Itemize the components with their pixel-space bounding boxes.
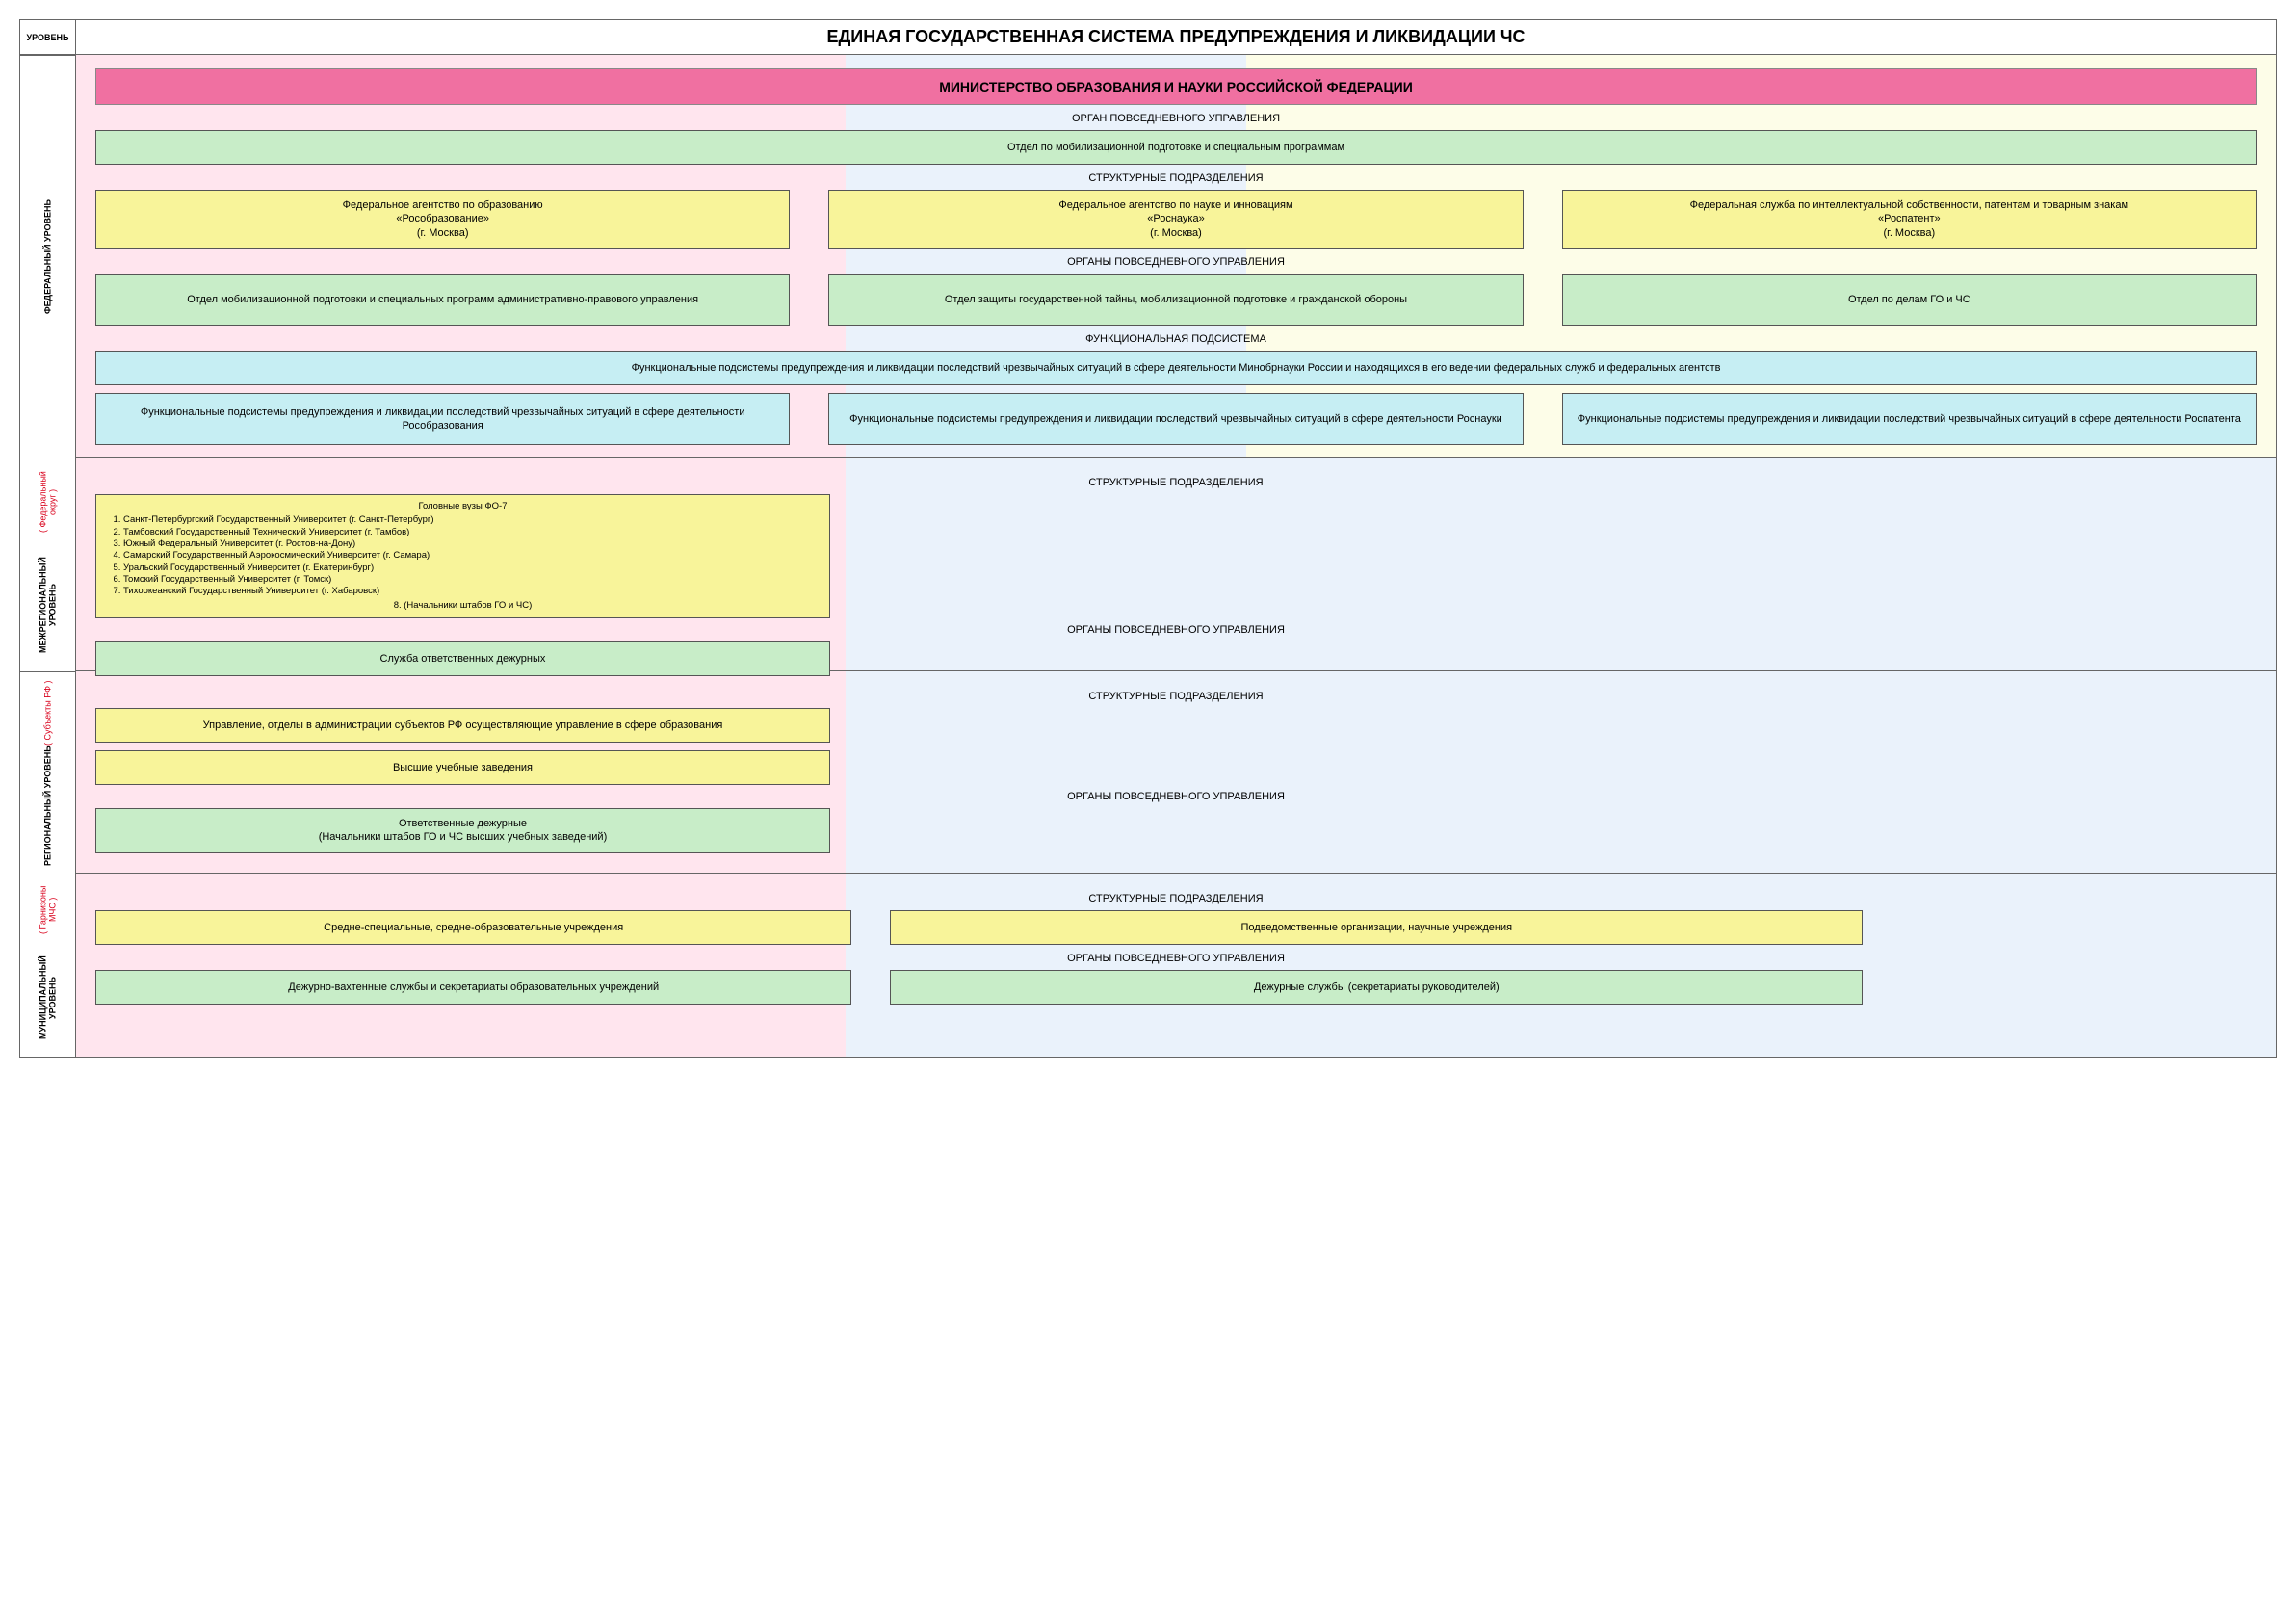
level-municipal-text: МУНИЦИПАЛЬНЫЙ УРОВЕНЬ bbox=[39, 942, 58, 1053]
levels-column: ФЕДЕРАЛЬНЫЙ УРОВЕНЬ МЕЖРЕГИОНАЛЬНЫЙ УРОВ… bbox=[20, 55, 76, 1057]
content-column: МИНИСТЕРСТВО ОБРАЗОВАНИЯ И НАУКИ РОССИЙС… bbox=[76, 55, 2276, 1057]
duty-service-box: Служба ответственных дежурных bbox=[95, 641, 830, 676]
level-interregional-label: МЕЖРЕГИОНАЛЬНЫЙ УРОВЕНЬ ( Федеральный ок… bbox=[20, 458, 75, 671]
university-list-item: Тихоокеанский Государственный Университе… bbox=[123, 586, 820, 597]
interregional-section: СТРУКТУРНЫЕ ПОДРАЗДЕЛЕНИЯ Головные вузы … bbox=[76, 458, 2276, 671]
reg-sub2: ОРГАНЫ ПОВСЕДНЕВНОГО УПРАВЛЕНИЯ bbox=[95, 791, 2257, 802]
level-interregional-text: МЕЖРЕГИОНАЛЬНЫЙ УРОВЕНЬ bbox=[39, 542, 58, 667]
level-regional-text: РЕГИОНАЛЬНЫЙ УРОВЕНЬ bbox=[43, 746, 53, 866]
func-rospatent: Функциональные подсистемы предупреждения… bbox=[1562, 393, 2257, 445]
level-regional-label: РЕГИОНАЛЬНЫЙ УРОВЕНЬ ( Субъекты РФ ) bbox=[20, 671, 75, 874]
level-municipal-sub: ( Гарнизоны МЧС ) bbox=[39, 877, 58, 942]
regional-section: СТРУКТУРНЫЕ ПОДРАЗДЕЛЕНИЯ Управление, от… bbox=[76, 671, 2276, 874]
main-frame: УРОВЕНЬ ЕДИНАЯ ГОСУДАРСТВЕННАЯ СИСТЕМА П… bbox=[19, 19, 2277, 1058]
ministry-banner: МИНИСТЕРСТВО ОБРАЗОВАНИЯ И НАУКИ РОССИЙС… bbox=[95, 68, 2257, 105]
subordinate-org-box: Подведомственные организации, научные уч… bbox=[890, 910, 1863, 945]
regional-admin-box: Управление, отделы в администрации субъе… bbox=[95, 708, 830, 743]
university-list-item: Южный Федеральный Университет (г. Ростов… bbox=[123, 538, 820, 550]
int-sub2: ОРГАНЫ ПОВСЕДНЕВНОГО УПРАВЛЕНИЯ bbox=[95, 624, 2257, 636]
university-list-item: Томский Государственный Университет (г. … bbox=[123, 574, 820, 586]
university-list-item: Санкт-Петербургский Государственный Унив… bbox=[123, 514, 820, 526]
int-sub1: СТРУКТУРНЫЕ ПОДРАЗДЕЛЕНИЯ bbox=[95, 477, 2257, 488]
agency-rosnauka: Федеральное агентство по науке и инновац… bbox=[828, 190, 1523, 249]
university-list-item: Самарский Государственный Аэрокосмически… bbox=[123, 550, 820, 562]
fed-sub3: ОРГАНЫ ПОВСЕДНЕВНОГО УПРАВЛЕНИЯ bbox=[95, 256, 2257, 268]
university-list-item: Уральский Государственный Университет (г… bbox=[123, 562, 820, 574]
fed-mobilization-dept: Отдел по мобилизационной подготовке и сп… bbox=[95, 130, 2257, 165]
head-universities-title: Головные вузы ФО-7 bbox=[106, 501, 820, 512]
regional-duty-box: Ответственные дежурные(Начальники штабов… bbox=[95, 808, 830, 853]
dept-state-secrets: Отдел защиты государственной тайны, моби… bbox=[828, 274, 1523, 326]
mun-sub2: ОРГАНЫ ПОВСЕДНЕВНОГО УПРАВЛЕНИЯ bbox=[95, 953, 2257, 964]
level-federal-text: ФЕДЕРАЛЬНЫЙ УРОВЕНЬ bbox=[43, 199, 53, 314]
mun-sub1: СТРУКТУРНЫЕ ПОДРАЗДЕЛЕНИЯ bbox=[95, 893, 2257, 904]
main-title: ЕДИНАЯ ГОСУДАРСТВЕННАЯ СИСТЕМА ПРЕДУПРЕЖ… bbox=[76, 20, 2276, 55]
dept-mobilization-admin: Отдел мобилизационной подготовки и специ… bbox=[95, 274, 790, 326]
func-rosobrazovanie: Функциональные подсистемы предупреждения… bbox=[95, 393, 790, 445]
head-universities-list: Головные вузы ФО-7 Санкт-Петербургский Г… bbox=[95, 494, 830, 618]
reg-sub1: СТРУКТУРНЫЕ ПОДРАЗДЕЛЕНИЯ bbox=[95, 691, 2257, 702]
agency-rospatent: Федеральная служба по интеллектуальной с… bbox=[1562, 190, 2257, 249]
level-federal-label: ФЕДЕРАЛЬНЫЙ УРОВЕНЬ bbox=[20, 55, 75, 458]
duty-services-box: Дежурные службы (секретариаты руководите… bbox=[890, 970, 1863, 1005]
university-list-item: Тамбовский Государственный Технический У… bbox=[123, 527, 820, 538]
functional-subsystem-full: Функциональные подсистемы предупреждения… bbox=[95, 351, 2257, 385]
level-municipal-label: МУНИЦИПАЛЬНЫЙ УРОВЕНЬ ( Гарнизоны МЧС ) bbox=[20, 874, 75, 1057]
fed-sub2: СТРУКТУРНЫЕ ПОДРАЗДЕЛЕНИЯ bbox=[95, 172, 2257, 184]
level-regional-sub: ( Субъекты РФ ) bbox=[43, 680, 53, 745]
municipal-section: СТРУКТУРНЫЕ ПОДРАЗДЕЛЕНИЯ Средне-специал… bbox=[76, 874, 2276, 1057]
secondary-edu-box: Средне-специальные, средне-образовательн… bbox=[95, 910, 851, 945]
higher-edu-box: Высшие учебные заведения bbox=[95, 750, 830, 785]
fed-sub4: ФУНКЦИОНАЛЬНАЯ ПОДСИСТЕМА bbox=[95, 333, 2257, 345]
corner-level-label: УРОВЕНЬ bbox=[20, 20, 76, 55]
func-rosnauka: Функциональные подсистемы предупреждения… bbox=[828, 393, 1523, 445]
duty-watch-box: Дежурно-вахтенные службы и секретариаты … bbox=[95, 970, 851, 1005]
federal-section: МИНИСТЕРСТВО ОБРАЗОВАНИЯ И НАУКИ РОССИЙС… bbox=[76, 55, 2276, 458]
level-interregional-sub: ( Федеральный округ ) bbox=[39, 462, 58, 542]
dept-go-chs: Отдел по делам ГО и ЧС bbox=[1562, 274, 2257, 326]
head-universities-foot: 8. (Начальники штабов ГО и ЧС) bbox=[106, 600, 820, 612]
agency-rosobrazovanie: Федеральное агентство по образованию«Рос… bbox=[95, 190, 790, 249]
fed-sub1: ОРГАН ПОВСЕДНЕВНОГО УПРАВЛЕНИЯ bbox=[95, 113, 2257, 124]
